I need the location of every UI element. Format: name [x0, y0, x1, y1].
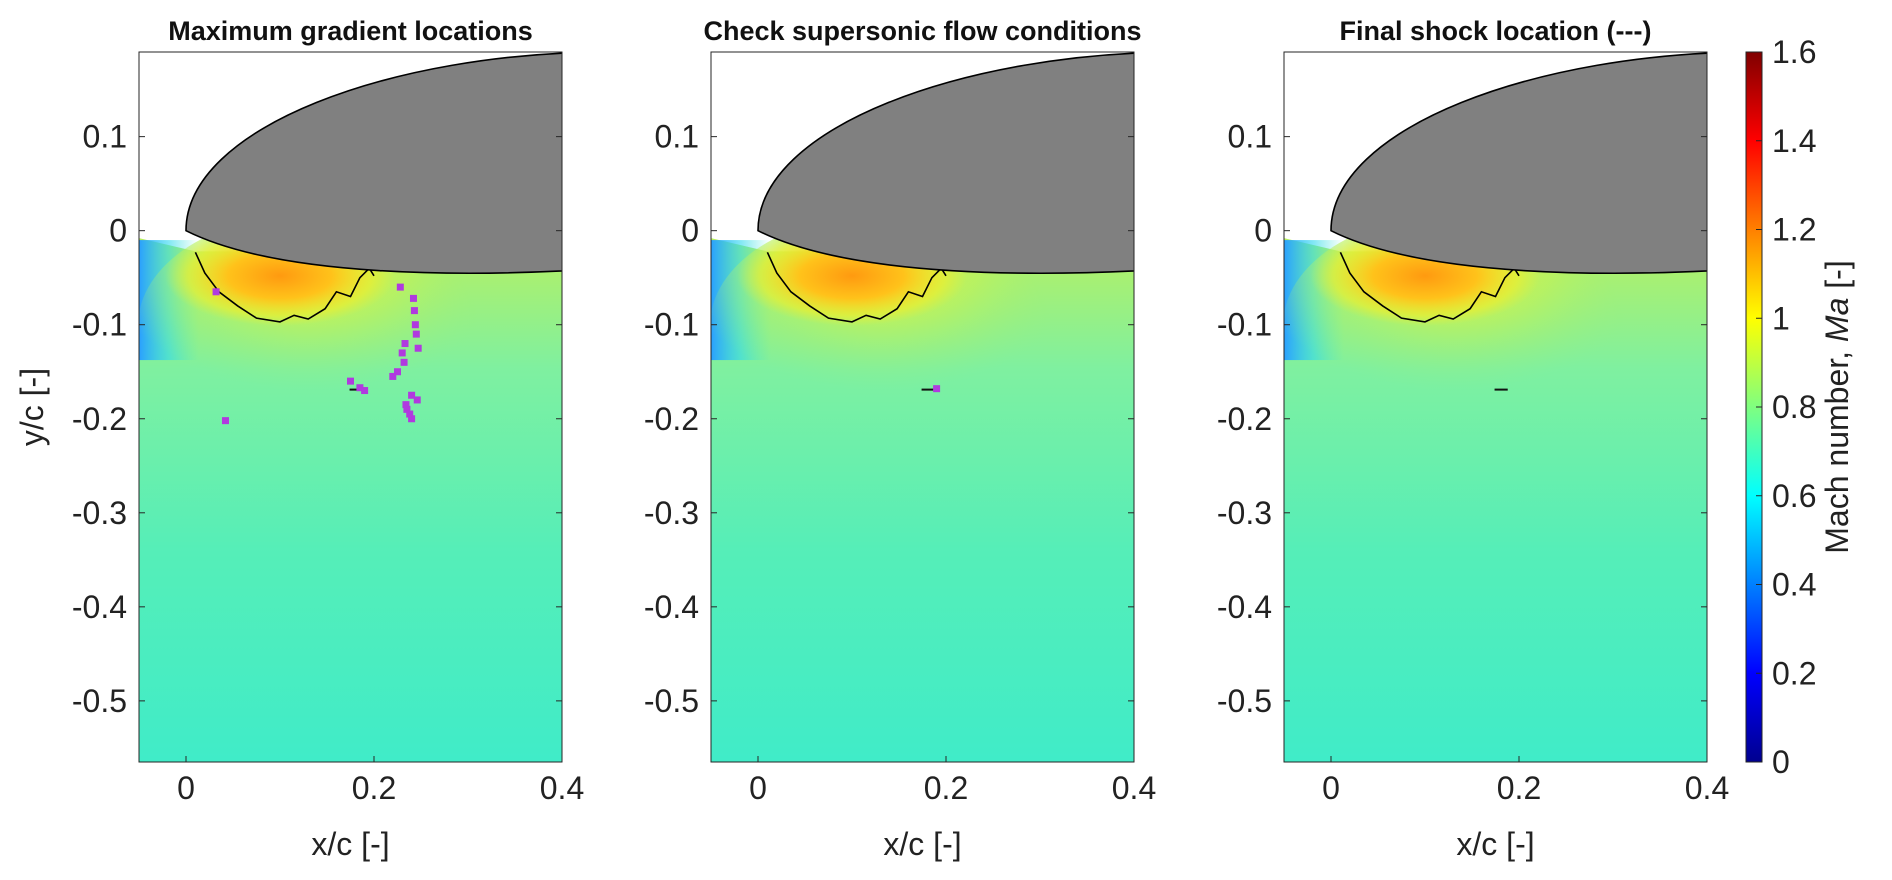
- airfoil: [757, 52, 1134, 274]
- marker-point: [408, 391, 416, 399]
- chart-panel-2: Check supersonic flow conditions 0 0.2 0.4 0…: [644, 16, 1156, 862]
- axes-box: [138, 51, 563, 763]
- x-axis-label: x/c [-]: [311, 826, 389, 862]
- x-tick-label: 0.2: [352, 770, 396, 806]
- marker-point: [412, 330, 420, 338]
- y-tick-label: -0.3: [1217, 495, 1272, 531]
- y-tick-label: -0.4: [644, 589, 699, 625]
- y-tick-label: -0.1: [1217, 307, 1272, 343]
- marker-point: [221, 417, 229, 425]
- x-tick-label: 0.4: [1685, 770, 1729, 806]
- marker-point: [403, 405, 411, 413]
- y-tick-label: -0.3: [644, 495, 699, 531]
- sonic-line: [194, 251, 375, 323]
- y-tick-label: 0: [109, 213, 127, 249]
- colorbar-label: Mach number, Ma [-]: [1819, 260, 1855, 553]
- x-tick-label: 0: [177, 770, 195, 806]
- marker-point: [398, 349, 406, 357]
- x-axis-label: x/c [-]: [883, 826, 961, 862]
- colorbar-tick-label: 0.4: [1772, 567, 1816, 603]
- colorbar-tick-label: 1.2: [1772, 212, 1816, 248]
- y-tick-label: -0.1: [644, 307, 699, 343]
- marker-point: [389, 372, 397, 380]
- y-tick-label: -0.2: [72, 401, 127, 437]
- marker-point: [400, 358, 408, 366]
- colorbar: 1.6 1.4 1.2 1 0.8 0.6 0.4 0.2 0 Mach number, Ma …: [1745, 34, 1855, 780]
- y-tick-label: 0: [681, 213, 699, 249]
- colorbar-tick-label: 0: [1772, 744, 1790, 780]
- airfoil: [185, 52, 562, 274]
- marker-point: [347, 377, 354, 385]
- y-tick-label: -0.4: [72, 589, 127, 625]
- x-tick-label: 0: [749, 770, 767, 806]
- y-tick-label: -0.2: [644, 401, 699, 437]
- y-tick-label: 0.1: [1228, 119, 1272, 155]
- marker-point: [406, 410, 414, 418]
- colorbar-tick-label: 1: [1772, 300, 1790, 336]
- y-tick-label: -0.5: [1217, 683, 1272, 719]
- y-tick-label: 0.1: [655, 119, 699, 155]
- panel-title: Check supersonic flow conditions: [703, 16, 1141, 46]
- chart-panel-3: Final shock location (---) 0 0.2 0.4 0.1 0 -0.…: [1217, 16, 1729, 862]
- y-tick-label: 0: [1254, 213, 1272, 249]
- mach-field: [711, 52, 1134, 762]
- marker-point: [413, 396, 421, 404]
- y-tick-label: -0.1: [72, 307, 127, 343]
- sonic-line: [766, 251, 947, 323]
- marker-point: [356, 384, 364, 392]
- marker-point: [410, 307, 418, 315]
- colorbar-tick-label: 0.2: [1772, 655, 1816, 691]
- colorbar-tick-label: 0.6: [1772, 478, 1816, 514]
- panel-title: Maximum gradient locations: [168, 16, 533, 46]
- marker-point: [361, 387, 369, 395]
- marker-point: [414, 344, 422, 352]
- marker-point: [401, 340, 409, 348]
- marker-point: [411, 321, 419, 329]
- marker-point: [402, 401, 410, 409]
- chart-panel-1: Maximum gradient locations 0 0.2 0.4 0.1 0 -0.…: [14, 16, 584, 862]
- y-tick-label: -0.3: [72, 495, 127, 531]
- colorbar-tick-label: 0.8: [1772, 389, 1816, 425]
- y-tick-label: -0.2: [1217, 401, 1272, 437]
- panel-title: Final shock location (---): [1339, 16, 1651, 46]
- airfoil: [1330, 52, 1707, 274]
- marker-point: [408, 415, 416, 423]
- y-tick-label: 0.1: [83, 119, 127, 155]
- sonic-line: [1339, 251, 1520, 323]
- marker-point: [409, 294, 417, 302]
- x-axis-label: x/c [-]: [1456, 826, 1534, 862]
- marker-point: [394, 368, 401, 376]
- x-tick-label: 0.4: [540, 770, 584, 806]
- mach-field: [139, 52, 562, 762]
- colorbar-tick-label: 1.4: [1772, 123, 1816, 159]
- marker-point: [212, 288, 220, 296]
- x-tick-label: 0.4: [1112, 770, 1156, 806]
- x-tick-label: 0.2: [924, 770, 968, 806]
- marker-point: [933, 385, 941, 393]
- x-tick-label: 0: [1322, 770, 1340, 806]
- mach-field: [1284, 52, 1707, 762]
- axes-box: [1283, 51, 1708, 763]
- x-tick-label: 0.2: [1497, 770, 1541, 806]
- axes-box: [710, 51, 1135, 763]
- colorbar-tick-label: 1.6: [1772, 34, 1816, 70]
- y-axis-label: y/c [-]: [14, 368, 50, 446]
- marker-point: [396, 283, 404, 291]
- y-tick-label: -0.5: [72, 683, 127, 719]
- y-tick-label: -0.5: [644, 683, 699, 719]
- y-tick-label: -0.4: [1217, 589, 1272, 625]
